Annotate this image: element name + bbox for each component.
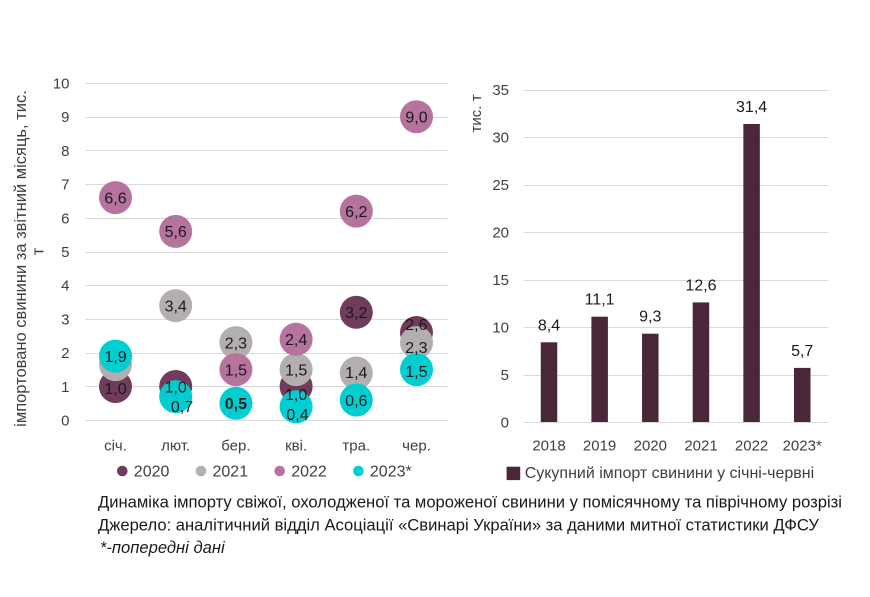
- svg-text:2: 2: [61, 345, 69, 362]
- svg-text:2019: 2019: [583, 437, 616, 454]
- svg-text:1,0: 1,0: [104, 381, 126, 398]
- svg-text:Динаміка імпорту свіжої, охоло: Динаміка імпорту свіжої, охолодженої та …: [98, 493, 842, 512]
- svg-text:8,4: 8,4: [538, 317, 560, 334]
- svg-text:11,1: 11,1: [585, 292, 615, 309]
- svg-text:9,3: 9,3: [639, 309, 661, 326]
- svg-text:5,7: 5,7: [791, 343, 813, 360]
- svg-text:8: 8: [61, 143, 69, 160]
- svg-text:9: 9: [61, 109, 69, 126]
- svg-text:1,0: 1,0: [165, 379, 187, 396]
- svg-text:2020: 2020: [634, 437, 667, 454]
- svg-text:*-попередні дані: *-попередні дані: [100, 538, 226, 557]
- svg-text:0,5: 0,5: [225, 396, 247, 413]
- svg-text:5: 5: [61, 244, 69, 261]
- svg-text:3,2: 3,2: [345, 305, 367, 322]
- svg-text:1,4: 1,4: [345, 365, 367, 382]
- svg-text:Сукупний імпорт свинини у січн: Сукупний імпорт свинини у січні-червні: [525, 465, 815, 482]
- svg-text:2,3: 2,3: [405, 340, 427, 357]
- svg-text:35: 35: [492, 82, 509, 99]
- svg-text:3: 3: [61, 311, 69, 328]
- svg-text:2,3: 2,3: [225, 336, 247, 353]
- svg-text:імпортовано свинини за звітний: імпортовано свинини за звітний місяць, т…: [12, 90, 30, 427]
- svg-text:тис. т: тис. т: [468, 94, 485, 132]
- svg-text:2023*: 2023*: [783, 437, 822, 454]
- svg-text:0: 0: [61, 413, 69, 430]
- svg-text:2020: 2020: [134, 463, 170, 480]
- svg-text:1,9: 1,9: [104, 349, 126, 366]
- svg-text:2022: 2022: [735, 437, 768, 454]
- svg-text:січ.: січ.: [104, 437, 127, 454]
- svg-text:3,4: 3,4: [165, 298, 187, 315]
- svg-text:2023*: 2023*: [370, 463, 412, 480]
- svg-text:лют.: лют.: [161, 437, 190, 454]
- svg-text:Джерело: аналітичний відділ Ас: Джерело: аналітичний відділ Асоціації «С…: [98, 515, 819, 534]
- svg-text:0,7: 0,7: [171, 399, 193, 416]
- svg-text:кві.: кві.: [285, 437, 307, 454]
- svg-text:2021: 2021: [213, 463, 249, 480]
- svg-text:2018: 2018: [532, 437, 565, 454]
- svg-text:2021: 2021: [684, 437, 717, 454]
- svg-text:7: 7: [61, 177, 69, 194]
- svg-text:0,6: 0,6: [345, 393, 367, 410]
- svg-text:12,6: 12,6: [685, 277, 716, 294]
- svg-text:6,6: 6,6: [104, 191, 126, 208]
- svg-text:5: 5: [501, 367, 509, 384]
- svg-text:1,5: 1,5: [225, 363, 247, 380]
- svg-text:т: т: [29, 247, 47, 255]
- svg-text:0,4: 0,4: [286, 407, 308, 424]
- svg-text:чер.: чер.: [402, 437, 431, 454]
- svg-text:бер.: бер.: [221, 437, 250, 454]
- svg-text:31,4: 31,4: [736, 99, 767, 116]
- svg-text:2,4: 2,4: [285, 332, 307, 349]
- svg-text:5,6: 5,6: [165, 224, 187, 241]
- svg-text:4: 4: [61, 278, 69, 295]
- svg-text:2,6: 2,6: [405, 317, 427, 334]
- svg-text:0: 0: [501, 414, 509, 431]
- svg-text:10: 10: [492, 320, 509, 337]
- svg-text:1: 1: [61, 379, 69, 396]
- svg-text:2022: 2022: [291, 463, 327, 480]
- svg-text:10: 10: [53, 75, 70, 92]
- svg-text:1,5: 1,5: [285, 363, 307, 380]
- svg-text:20: 20: [492, 225, 509, 242]
- svg-text:15: 15: [492, 272, 509, 289]
- svg-text:1,5: 1,5: [405, 364, 427, 381]
- svg-text:6: 6: [61, 210, 69, 227]
- svg-text:9,0: 9,0: [405, 110, 427, 127]
- svg-text:6,2: 6,2: [345, 204, 367, 221]
- svg-text:30: 30: [492, 130, 509, 147]
- svg-text:25: 25: [492, 177, 509, 194]
- svg-text:1,0: 1,0: [285, 387, 307, 404]
- svg-text:тра.: тра.: [342, 437, 370, 454]
